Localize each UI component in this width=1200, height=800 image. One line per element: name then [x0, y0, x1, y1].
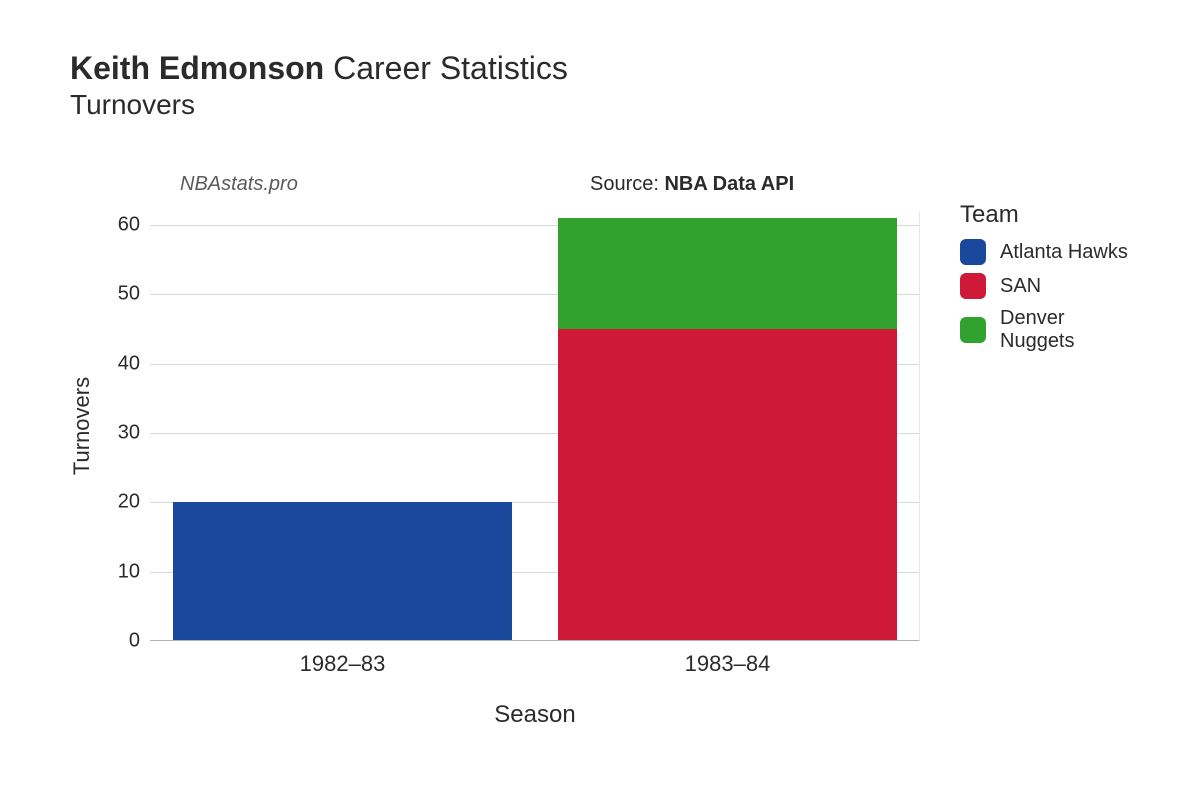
legend-label: Denver Nuggets: [1000, 307, 1140, 353]
y-tick-label: 30: [118, 421, 140, 444]
y-axis-label: Turnovers: [70, 211, 94, 641]
y-tick-label: 20: [118, 491, 140, 514]
legend-swatch: [960, 273, 986, 299]
bar-segment: [558, 329, 897, 641]
legend-item: Atlanta Hawks: [960, 239, 1140, 265]
legend-item: Denver Nuggets: [960, 307, 1140, 353]
title-rest: Career Statistics: [324, 50, 568, 86]
chart-subtitle: Turnovers: [70, 89, 1140, 121]
plot-area: 01020304050601982–831983–84: [150, 211, 920, 641]
plot-right-edge: [919, 211, 920, 641]
legend: Team Atlanta Hawks SAN Denver Nuggets: [960, 201, 1140, 361]
y-tick-label: 40: [118, 352, 140, 375]
source-prefix: Source:: [590, 173, 664, 195]
x-tick-label: 1983–84: [685, 651, 771, 677]
x-tick-label: 1982–83: [300, 651, 386, 677]
chart-title: Keith Edmonson Career Statistics: [70, 50, 1140, 87]
legend-swatch: [960, 239, 986, 265]
chart-wrap: NBAstats.pro Source: NBA Data API Turnov…: [60, 151, 1140, 751]
source-text: Source: NBA Data API: [590, 173, 794, 196]
title-block: Keith Edmonson Career Statistics Turnove…: [70, 50, 1140, 121]
y-tick-label: 0: [129, 630, 140, 653]
legend-title: Team: [960, 201, 1140, 229]
watermark-text: NBAstats.pro: [180, 173, 298, 196]
x-axis-line: [150, 640, 920, 641]
y-tick-label: 60: [118, 213, 140, 236]
legend-item: SAN: [960, 273, 1140, 299]
bar: [558, 218, 897, 641]
y-tick-label: 50: [118, 283, 140, 306]
source-name: NBA Data API: [664, 173, 794, 195]
legend-label: Atlanta Hawks: [1000, 241, 1128, 264]
x-axis-label: Season: [150, 701, 920, 729]
chart-container: Keith Edmonson Career Statistics Turnove…: [0, 0, 1200, 800]
legend-label: SAN: [1000, 275, 1041, 298]
plot-inner: [150, 211, 920, 641]
legend-swatch: [960, 317, 986, 343]
bar-segment: [558, 218, 897, 329]
y-tick-label: 10: [118, 560, 140, 583]
bar-segment: [173, 502, 512, 641]
title-bold: Keith Edmonson: [70, 50, 324, 86]
bar: [173, 502, 512, 641]
